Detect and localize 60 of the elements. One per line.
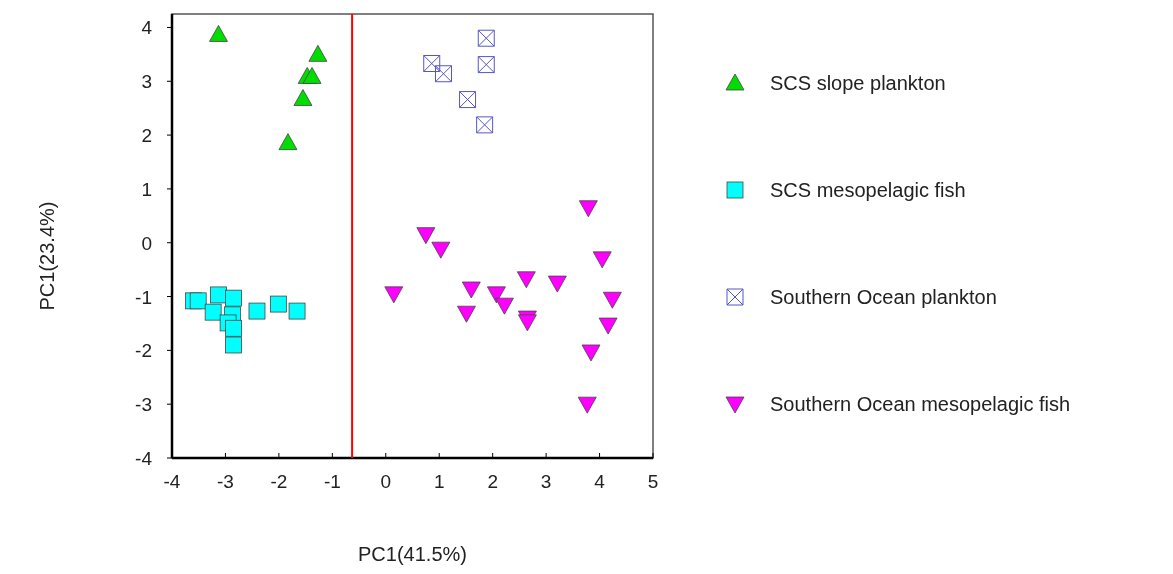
point bbox=[459, 91, 477, 109]
point bbox=[577, 396, 597, 414]
point bbox=[248, 302, 266, 320]
point bbox=[598, 317, 618, 335]
point bbox=[476, 116, 494, 134]
point bbox=[293, 89, 313, 106]
point bbox=[416, 227, 436, 245]
point bbox=[547, 275, 567, 293]
point bbox=[518, 314, 537, 332]
legend-label: Southern Ocean mesopelagic fish bbox=[770, 393, 1071, 415]
x-tick-label: 2 bbox=[487, 471, 498, 492]
y-tick-label: 4 bbox=[141, 17, 153, 39]
point bbox=[278, 133, 298, 151]
point bbox=[204, 303, 222, 321]
y-tick-label: 0 bbox=[141, 232, 152, 254]
y-tick-label: 1 bbox=[141, 178, 152, 200]
x-tick-label: 5 bbox=[647, 471, 659, 492]
x-axis-title: PC1(41.5%) bbox=[358, 543, 467, 565]
y-axis-title: PC1(23.4%) bbox=[36, 201, 58, 311]
point bbox=[477, 56, 495, 74]
x-tick-label: 4 bbox=[594, 471, 606, 492]
y-tick-label: -2 bbox=[135, 340, 152, 362]
point bbox=[288, 302, 306, 320]
x-tick-label: 3 bbox=[540, 471, 552, 492]
x-tick-label: -1 bbox=[323, 471, 341, 492]
point bbox=[516, 271, 536, 289]
legend-label: SCS mesopelagic fish bbox=[770, 179, 966, 201]
y-tick-label: 3 bbox=[141, 71, 152, 93]
point bbox=[495, 297, 514, 315]
y-tick-label: 2 bbox=[141, 125, 152, 147]
x-tick-label: 0 bbox=[380, 471, 392, 492]
point bbox=[269, 295, 287, 313]
y-tick-label: -3 bbox=[135, 394, 152, 416]
point bbox=[477, 29, 495, 47]
point bbox=[189, 292, 207, 310]
point bbox=[209, 25, 228, 42]
point bbox=[581, 344, 601, 362]
point bbox=[225, 319, 242, 337]
point bbox=[308, 44, 328, 62]
y-tick-label: -4 bbox=[135, 448, 153, 469]
x-tick-label: -2 bbox=[270, 471, 288, 492]
point bbox=[225, 289, 242, 307]
point bbox=[592, 251, 612, 269]
x-tick-label: -3 bbox=[216, 471, 234, 492]
legend-label: SCS slope plankton bbox=[770, 72, 946, 94]
point bbox=[431, 241, 451, 259]
point bbox=[302, 67, 322, 84]
point bbox=[461, 281, 481, 299]
point bbox=[602, 291, 622, 309]
point bbox=[457, 305, 476, 323]
point bbox=[487, 286, 506, 304]
x-tick-label: -4 bbox=[163, 471, 181, 492]
point bbox=[435, 65, 452, 83]
x-tick-label: 1 bbox=[433, 471, 445, 492]
point bbox=[225, 336, 242, 354]
point bbox=[578, 200, 598, 218]
point bbox=[384, 286, 404, 304]
y-tick-label: -1 bbox=[135, 286, 152, 308]
legend-label: Southern Ocean plankton bbox=[770, 286, 997, 308]
point bbox=[423, 55, 441, 73]
